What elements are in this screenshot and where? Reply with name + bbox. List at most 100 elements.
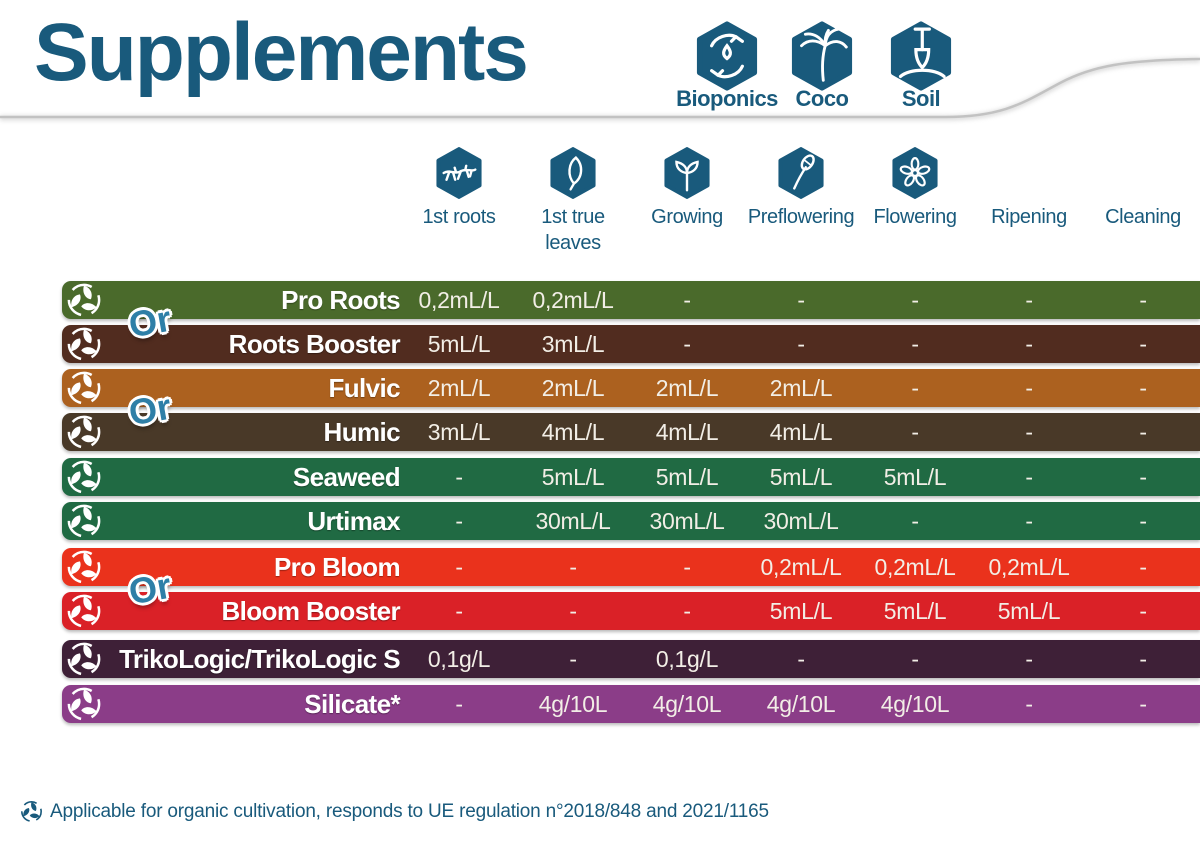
stage-label: 1st roots (422, 206, 496, 228)
product-row-fulvic: Fulvic 2mL/L 2mL/L 2mL/L 2mL/L - - - (62, 369, 1200, 407)
dose-cell: 0,2mL/L (760, 554, 842, 580)
product-name: Silicate* (304, 689, 400, 719)
product-name: Pro Roots (281, 285, 400, 315)
dose-values: - 30mL/L 30mL/L 30mL/L - - - (402, 502, 1200, 540)
dose-cell: - (1139, 598, 1147, 624)
bioponics-hands-icon (695, 20, 759, 92)
dose-cell: - (797, 287, 805, 313)
dose-cell: 5mL/L (427, 331, 491, 357)
product-name: Pro Bloom (273, 552, 401, 582)
dose-cell: - (911, 508, 919, 534)
product-row-pro-roots: Pro Roots 0,2mL/L 0,2mL/L - - - - - (62, 281, 1200, 319)
dose-cell: 0,2mL/L (874, 554, 956, 580)
dose-cell: 0,2mL/L (418, 287, 500, 313)
dose-values: - 5mL/L 5mL/L 5mL/L 5mL/L - - (402, 458, 1200, 496)
dose-cell: 2mL/L (655, 375, 719, 401)
dose-cell: - (1025, 287, 1033, 313)
product-name: Bloom Booster (221, 596, 400, 626)
dose-cell: - (911, 287, 919, 313)
dose-cell: 4g/10L (766, 691, 836, 717)
true-leaves-icon (549, 146, 597, 200)
product-row-trikologic-trikologic-s: TrikoLogic/TrikoLogic S 0,1g/L - 0,1g/L - - - - (62, 640, 1200, 678)
dose-cell: - (1139, 464, 1147, 490)
organic-leaf-icon (66, 326, 102, 362)
footnote: Applicable for organic cultivation, resp… (20, 800, 769, 823)
dose-values: - 4g/10L 4g/10L 4g/10L 4g/10L - - (402, 685, 1200, 723)
product-name: Seaweed (292, 462, 401, 492)
dose-cell: 4mL/L (655, 419, 719, 445)
stage-label: Ripening (991, 206, 1067, 228)
media-type-soil: Soil (856, 20, 986, 112)
organic-leaf-icon (66, 641, 102, 677)
growing-icon (663, 146, 711, 200)
dose-values: 2mL/L 2mL/L 2mL/L 2mL/L - - - (402, 369, 1200, 407)
product-name: TrikoLogic/TrikoLogic S (119, 644, 401, 674)
organic-leaf-icon (66, 282, 102, 318)
dose-values: - - - 0,2mL/L 0,2mL/L 0,2mL/L - (402, 548, 1200, 586)
dose-cell: - (683, 331, 691, 357)
dose-cell: 4g/10L (652, 691, 722, 717)
stage-column-growing: Growing (630, 146, 744, 230)
dose-cell: - (1025, 646, 1033, 672)
dose-cell: 0,1g/L (427, 646, 491, 672)
dose-cell: - (1139, 508, 1147, 534)
page-title: Supplements (34, 7, 529, 98)
dose-cell: 4mL/L (541, 419, 605, 445)
product-name: Urtimax (307, 506, 400, 536)
organic-leaf-icon (66, 593, 102, 629)
dose-cell: 30mL/L (649, 508, 725, 534)
product-row-silicate-: Silicate* - 4g/10L 4g/10L 4g/10L 4g/10L - - (62, 685, 1200, 723)
product-name: Roots Booster (228, 329, 401, 359)
stage-label: 1st true leaves (541, 206, 605, 254)
product-row-humic: Humic 3mL/L 4mL/L 4mL/L 4mL/L - - - (62, 413, 1200, 451)
dose-cell: - (1025, 375, 1033, 401)
dose-cell: - (1025, 508, 1033, 534)
stage-hex-spacer (972, 146, 1086, 200)
or-badge: Or (125, 297, 175, 346)
dose-cell: - (1139, 375, 1147, 401)
dose-cell: - (683, 554, 691, 580)
stage-column-1st-true-leaves: 1st true leaves (516, 146, 630, 256)
dose-cell: - (911, 375, 919, 401)
dose-cell: 4mL/L (769, 419, 833, 445)
stage-column-flowering: Flowering (858, 146, 972, 230)
dose-cell: 5mL/L (655, 464, 719, 490)
dose-cell: 3mL/L (541, 331, 605, 357)
dose-cell: 5mL/L (997, 598, 1061, 624)
dose-cell: - (1139, 646, 1147, 672)
stage-column-ripening: Ripening (972, 146, 1086, 230)
stage-label: Preflowering (747, 206, 855, 228)
media-type-label: Soil (901, 86, 941, 111)
dose-cell: - (1025, 464, 1033, 490)
dose-cell: - (1025, 331, 1033, 357)
roots-icon (435, 146, 483, 200)
dose-cell: - (797, 646, 805, 672)
dose-cell: - (569, 598, 577, 624)
dose-values: 3mL/L 4mL/L 4mL/L 4mL/L - - - (402, 413, 1200, 451)
dose-cell: 5mL/L (541, 464, 605, 490)
dose-cell: - (455, 554, 463, 580)
product-row-bloom-booster: Bloom Booster - - - 5mL/L 5mL/L 5mL/L - (62, 592, 1200, 630)
organic-leaf-icon (66, 549, 102, 585)
dose-cell: 30mL/L (763, 508, 839, 534)
media-type-bioponics: Bioponics (662, 20, 792, 112)
dose-values: 5mL/L 3mL/L - - - - - (402, 325, 1200, 363)
organic-leaf-icon (66, 459, 102, 495)
dose-cell: 3mL/L (427, 419, 491, 445)
dose-cell: - (1025, 419, 1033, 445)
dose-cell: 0,2mL/L (532, 287, 614, 313)
dose-cell: 5mL/L (883, 464, 947, 490)
media-type-label: Coco (795, 86, 850, 111)
stage-label: Cleaning (1105, 206, 1181, 228)
product-row-seaweed: Seaweed - 5mL/L 5mL/L 5mL/L 5mL/L - - (62, 458, 1200, 496)
dose-values: 0,2mL/L 0,2mL/L - - - - - (402, 281, 1200, 319)
product-name: Humic (323, 417, 401, 447)
dose-values: - - - 5mL/L 5mL/L 5mL/L - (402, 592, 1200, 630)
dose-cell: - (455, 464, 463, 490)
dose-cell: 5mL/L (769, 598, 833, 624)
dose-cell: 30mL/L (535, 508, 611, 534)
dose-cell: 2mL/L (427, 375, 491, 401)
dose-cell: - (1139, 287, 1147, 313)
dose-cell: - (455, 508, 463, 534)
